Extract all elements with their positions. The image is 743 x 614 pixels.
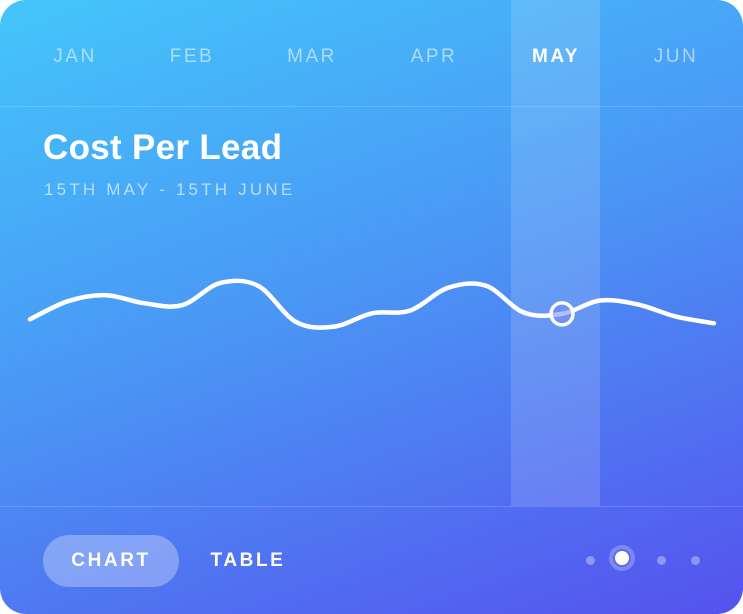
page-dot-3[interactable] bbox=[657, 556, 666, 565]
card-title: Cost Per Lead bbox=[43, 128, 283, 167]
bottom-toolbar: CHART TABLE bbox=[0, 506, 743, 614]
chart-view-button[interactable]: CHART bbox=[43, 535, 179, 587]
selected-point-marker[interactable] bbox=[549, 301, 575, 327]
selected-month-highlight bbox=[511, 0, 600, 506]
chart-series-line bbox=[27, 278, 717, 330]
table-view-button[interactable]: TABLE bbox=[210, 550, 286, 571]
month-selector: JAN FEB MAR APR MAY JUN bbox=[0, 0, 743, 107]
month-tab-jan[interactable]: JAN bbox=[53, 46, 97, 67]
page-dot-4[interactable] bbox=[691, 556, 700, 565]
date-range-subtitle: 15TH MAY - 15TH JUNE bbox=[44, 180, 296, 199]
page-dot-1[interactable] bbox=[586, 556, 595, 565]
month-tab-apr[interactable]: APR bbox=[410, 46, 458, 67]
page-dot-2-active[interactable] bbox=[613, 549, 631, 567]
month-tab-mar[interactable]: MAR bbox=[287, 46, 337, 67]
month-tab-may[interactable]: MAY bbox=[532, 46, 580, 67]
pagination-dots bbox=[580, 547, 710, 573]
month-tab-jun[interactable]: JUN bbox=[653, 46, 699, 67]
month-tab-feb[interactable]: FEB bbox=[169, 46, 215, 67]
